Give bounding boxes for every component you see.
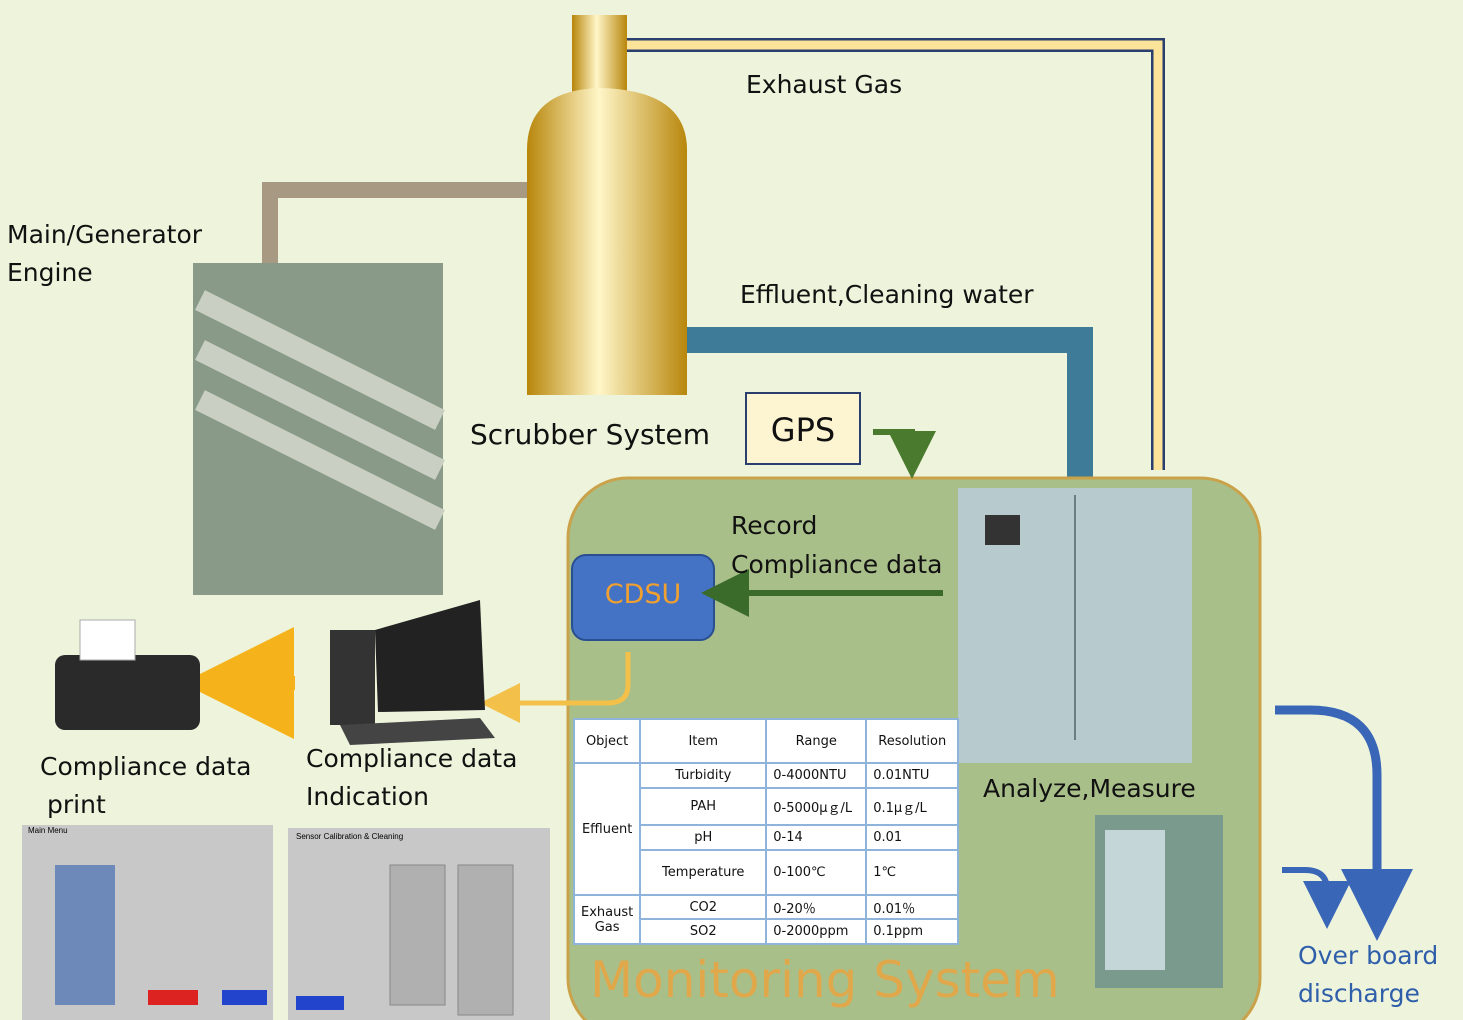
label: Over board	[1298, 941, 1438, 970]
cell: 0-5000μｇ/L	[766, 788, 866, 825]
monitoring-title: Monitoring System	[590, 951, 1060, 1009]
screen-title: Sensor Calibration & Cleaning	[296, 832, 403, 841]
cell: 0.1ppm	[866, 919, 958, 944]
header-cell: Item	[640, 719, 766, 763]
scrubber-neck	[572, 15, 627, 95]
label: Analyze,Measure	[983, 774, 1196, 803]
printer	[55, 655, 200, 730]
label: discharge	[1298, 979, 1420, 1008]
screen-alarm-button	[148, 990, 198, 1005]
pc-tower	[330, 630, 375, 725]
pc-monitor	[375, 600, 485, 712]
object-cell: Effluent	[574, 763, 640, 895]
label: Main/Generator	[7, 220, 203, 249]
cell: 0.1μｇ/L	[866, 788, 958, 825]
cell: 0-20％	[766, 895, 866, 919]
cell: 0.01	[866, 825, 958, 850]
cell: 0-4000NTU	[766, 763, 866, 788]
screen-buttons	[55, 865, 115, 1005]
screen-button	[296, 996, 344, 1010]
spec-table: Object Item Range Resolution Effluent Tu…	[573, 718, 959, 945]
label: Compliance data	[306, 744, 517, 773]
cell: 0.01NTU	[866, 763, 958, 788]
screen-title: Main Menu	[28, 826, 68, 835]
cell: 0.01％	[866, 895, 958, 919]
exhaust-pipe	[270, 190, 530, 265]
header-cell: Resolution	[866, 719, 958, 763]
cdsu-label: CDSU	[605, 579, 682, 610]
label: Compliance data	[40, 752, 251, 781]
label: print	[47, 790, 106, 819]
effluent-pipe	[685, 340, 1080, 480]
label: Compliance data	[731, 550, 942, 579]
printer-paper	[80, 620, 135, 660]
sampler-door	[1105, 830, 1165, 970]
cell: 1℃	[866, 850, 958, 895]
cell: 0-2000ppm	[766, 919, 866, 944]
label: Engine	[7, 258, 93, 287]
scrubber	[527, 88, 687, 395]
screen-setting-button	[222, 990, 267, 1005]
screen-panel	[390, 865, 445, 1005]
label: Exhaust Gas	[746, 70, 902, 99]
cell: pH	[640, 825, 766, 850]
analyzer-screen	[985, 515, 1020, 545]
header-cell: Range	[766, 719, 866, 763]
cell: 0-14	[766, 825, 866, 850]
diagram: Exhaust Gas Main/Generator Engine Efflue…	[0, 0, 1463, 1020]
label: Scrubber System	[470, 418, 710, 451]
cell: Temperature	[640, 850, 766, 895]
cell: CO2	[640, 895, 766, 919]
gps-label: GPS	[771, 411, 835, 449]
gps-arrow	[873, 432, 912, 455]
discharge-arrow	[1282, 870, 1327, 905]
screen-panel	[458, 865, 513, 1015]
object-cell: Exhaust Gas	[574, 895, 640, 944]
cell: SO2	[640, 919, 766, 944]
cell: Turbidity	[640, 763, 766, 788]
label: Effluent,Cleaning water	[740, 280, 1034, 309]
cell: PAH	[640, 788, 766, 825]
label: Record	[731, 511, 817, 540]
header-cell: Object	[574, 719, 640, 763]
cell: 0-100℃	[766, 850, 866, 895]
label: Indication	[306, 782, 429, 811]
